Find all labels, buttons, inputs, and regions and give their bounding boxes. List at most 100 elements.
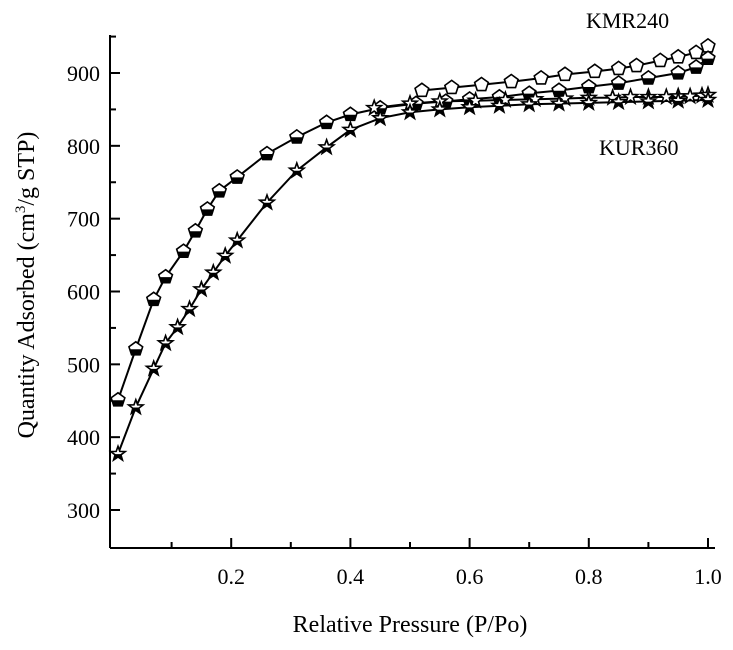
y-axis-title-main: Quantity Adsorbed (cm (14, 213, 40, 439)
marker-fill (232, 240, 242, 247)
x-tick-label: 0.6 (456, 564, 484, 589)
marker-fill (290, 137, 303, 143)
marker-kur360-adsorption (108, 443, 128, 462)
marker-kmr240-desorption (610, 60, 627, 76)
marker-fill (614, 102, 624, 109)
marker-kmr240-desorption (700, 37, 716, 53)
marker-kmr240-desorption (443, 79, 460, 95)
marker-outline (652, 52, 669, 68)
marker-fill (690, 67, 703, 74)
marker-fill (149, 368, 159, 375)
marker-kur360-adsorption (287, 160, 307, 179)
marker-outline (126, 397, 146, 416)
marker-kur360-desorption (364, 98, 384, 117)
marker-fill (465, 107, 475, 114)
marker-kmr240-desorption (652, 52, 669, 68)
marker-outline (473, 76, 490, 92)
marker-fill (345, 130, 355, 136)
y-tick-label: 800 (67, 134, 100, 159)
marker-kur360-desorption (621, 87, 640, 106)
marker-outline (621, 87, 640, 106)
marker-kmr240-adsorption (610, 75, 627, 90)
marker-kur360-adsorption (227, 230, 247, 249)
marker-kmr240-adsorption (688, 59, 704, 74)
series-markers (108, 37, 718, 462)
marker-kur360-adsorption (370, 108, 390, 127)
marker-fill (185, 309, 194, 316)
marker-kmr240-desorption (557, 66, 573, 82)
x-tick-label: 0.2 (217, 564, 245, 589)
marker-fill (642, 78, 655, 84)
marker-fill (196, 289, 206, 296)
x-tick-label: 0.8 (575, 564, 603, 589)
y-tick-label: 400 (67, 425, 100, 450)
marker-fill (159, 277, 172, 283)
marker-fill (220, 256, 230, 262)
marker-outline (168, 317, 188, 336)
marker-kmr240-adsorption (551, 82, 567, 98)
marker-kmr240-desorption (587, 63, 603, 79)
marker-kur360-adsorption (668, 90, 688, 109)
marker-fill (554, 103, 564, 110)
marker-outline (557, 66, 573, 82)
marker-kmr240-adsorption (700, 50, 716, 66)
marker-outline (587, 63, 603, 79)
axis-ticks (110, 35, 709, 548)
marker-outline (180, 299, 199, 318)
marker-outline (628, 57, 645, 73)
y-tick-label: 900 (67, 61, 100, 86)
marker-fill (672, 73, 685, 79)
marker-outline (191, 279, 211, 298)
axis-tick-labels: 0.2 0.4 0.6 0.8 1.0 300 400 500 600 700 800 900 (67, 61, 722, 589)
marker-fill (405, 112, 415, 119)
y-tick-label: 600 (67, 280, 100, 305)
marker-fill (189, 231, 202, 237)
marker-kur360-adsorption (430, 99, 450, 118)
marker-kur360-desorption (466, 90, 486, 109)
marker-outline (670, 48, 686, 64)
marker-kur360-adsorption (126, 397, 146, 416)
marker-kur360-adsorption (215, 245, 235, 264)
marker-fill (201, 209, 214, 216)
marker-kur360-adsorption (203, 262, 223, 281)
marker-kmr240-adsorption (157, 268, 174, 284)
marker-kur360-adsorption (400, 102, 420, 121)
marker-fill (524, 104, 534, 111)
marker-kmr240-adsorption (259, 145, 275, 161)
marker-kmr240-adsorption (640, 69, 657, 85)
marker-outline (466, 90, 486, 109)
marker-outline (503, 73, 520, 89)
marker-outline (287, 160, 307, 179)
marker-kur360-adsorption (180, 299, 199, 318)
marker-kur360-adsorption (698, 89, 718, 108)
y-axis-title-unit: /g STP) (14, 132, 40, 206)
marker-fill (701, 58, 715, 65)
marker-outline (443, 79, 460, 95)
marker-fill (129, 349, 142, 355)
marker-kur360-adsorption (156, 333, 176, 352)
marker-kmr240-adsorption (187, 222, 204, 238)
marker-kmr240-desorption (670, 48, 686, 64)
marker-kmr240-adsorption (110, 391, 126, 407)
marker-kmr240-desorption (628, 57, 645, 73)
marker-outline (610, 60, 627, 76)
marker-kur360-adsorption (609, 92, 629, 111)
marker-outline (257, 192, 277, 211)
series-label-kmr240: KMR240 (586, 8, 669, 33)
marker-kmr240-adsorption (318, 114, 335, 130)
y-tick-label: 700 (67, 207, 100, 232)
marker-kmr240-adsorption (229, 169, 245, 184)
marker-kur360-adsorption (317, 137, 337, 156)
marker-fill (643, 101, 653, 108)
marker-kmr240-adsorption (670, 64, 686, 80)
marker-kmr240-adsorption (175, 243, 192, 259)
marker-outline (700, 37, 716, 53)
y-axis-title-superscript: 3 (13, 206, 29, 214)
marker-fill (292, 170, 302, 177)
marker-fill (147, 299, 160, 306)
marker-fill (161, 343, 171, 350)
marker-kmr240-adsorption (211, 182, 228, 198)
marker-fill (673, 100, 683, 107)
marker-fill (208, 272, 218, 279)
x-tick-label: 1.0 (694, 564, 722, 589)
